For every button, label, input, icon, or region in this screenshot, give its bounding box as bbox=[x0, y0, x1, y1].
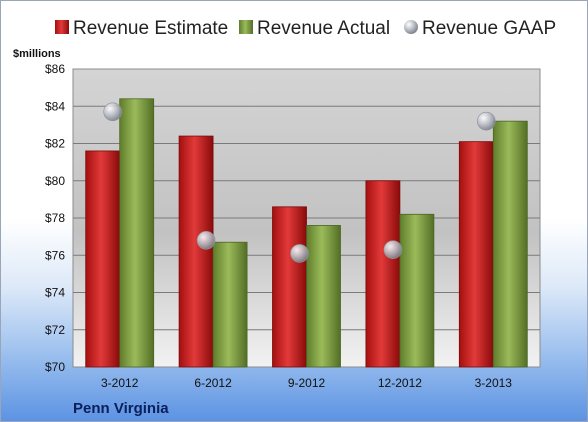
y-tick-label: $76 bbox=[45, 248, 65, 262]
bar-estimate bbox=[458, 141, 494, 368]
y-tick-label: $86 bbox=[45, 62, 65, 76]
x-tick-label: 12-2012 bbox=[378, 376, 422, 390]
bar-actual bbox=[306, 225, 341, 368]
bar-estimate bbox=[272, 206, 307, 368]
y-tick-label: $80 bbox=[45, 174, 65, 188]
x-tick-label: 9-2012 bbox=[288, 376, 326, 390]
legend-swatch-actual bbox=[239, 20, 253, 34]
bar-actual bbox=[212, 241, 248, 368]
bar-actual bbox=[399, 213, 435, 368]
gaap-marker bbox=[196, 231, 216, 250]
x-tick-label: 3-2013 bbox=[475, 376, 513, 390]
bar-actual bbox=[119, 98, 155, 368]
bar-actual bbox=[492, 120, 528, 368]
legend-label-gaap: Revenue GAAP bbox=[422, 18, 556, 39]
bar-estimate bbox=[85, 150, 121, 368]
gaap-markers bbox=[103, 102, 496, 263]
x-tick-label: 6-2012 bbox=[194, 376, 232, 390]
x-axis: 3-2012 6-2012 9-2012 12-2012 3-2013 bbox=[101, 376, 512, 390]
gaap-marker bbox=[103, 102, 122, 122]
y-tick-label: $78 bbox=[45, 211, 65, 225]
unit-label: $millions bbox=[13, 48, 61, 60]
gaap-marker bbox=[383, 240, 403, 259]
y-axis: $70 $72 $74 $76 $78 $80 $82 $84 $86 bbox=[45, 62, 65, 374]
gaap-marker bbox=[476, 111, 496, 131]
legend: Revenue Estimate Revenue Actual Revenue … bbox=[55, 18, 556, 39]
bar-estimate bbox=[178, 135, 214, 368]
company-label: Penn Virginia bbox=[73, 400, 169, 417]
bar-estimate bbox=[365, 180, 401, 368]
y-tick-label: $72 bbox=[45, 323, 65, 337]
y-tick-label: $84 bbox=[45, 99, 65, 113]
y-tick-label: $74 bbox=[45, 286, 65, 300]
bars bbox=[85, 98, 528, 368]
x-tick-label: 3-2012 bbox=[101, 376, 139, 390]
legend-swatch-estimate bbox=[55, 20, 69, 34]
legend-label-actual: Revenue Actual bbox=[257, 18, 390, 39]
legend-label-estimate: Revenue Estimate bbox=[73, 18, 228, 39]
y-tick-label: $82 bbox=[45, 137, 65, 151]
gaap-marker bbox=[290, 244, 309, 263]
y-tick-label: $70 bbox=[45, 360, 65, 374]
legend-swatch-gaap bbox=[404, 20, 418, 34]
